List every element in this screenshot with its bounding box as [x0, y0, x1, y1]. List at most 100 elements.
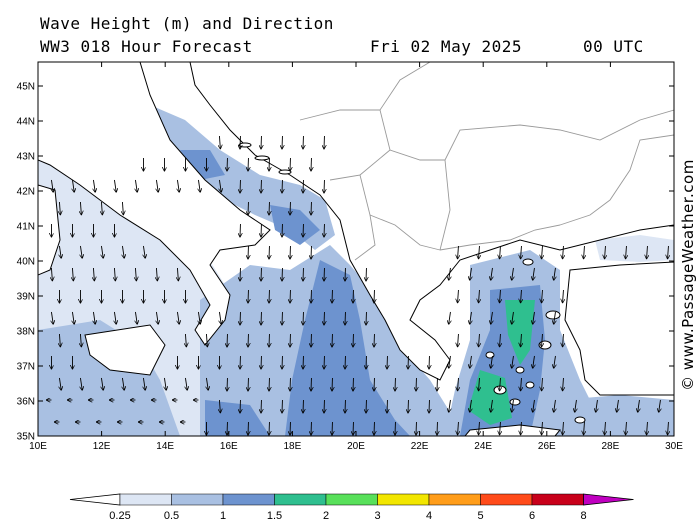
direction-arrow: [135, 311, 137, 324]
wave-band-0.5: [38, 320, 180, 436]
direction-arrow: [114, 311, 116, 324]
direction-arrow: [156, 179, 158, 192]
lat-label: 39N: [17, 292, 35, 303]
direction-arrow: [177, 311, 179, 324]
direction-arrow: [605, 245, 606, 259]
direction-arrow: [626, 245, 627, 259]
direction-arrow: [51, 311, 53, 324]
lon-label: 22E: [411, 441, 429, 452]
direction-arrow: [668, 245, 669, 259]
direction-arrow: [101, 377, 103, 390]
direction-arrow: [51, 179, 53, 192]
direction-arrow: [93, 311, 95, 324]
colorbar-label: 8: [580, 510, 586, 522]
direction-arrow: [554, 267, 556, 280]
direction-arrow: [563, 421, 564, 435]
colorbar-swatch: [531, 493, 584, 506]
lat-label: 38N: [17, 327, 35, 338]
turkey-land: [564, 261, 674, 396]
balkans-land: [189, 62, 674, 381]
colorbar-label: 1: [220, 510, 226, 522]
direction-arrow: [533, 267, 535, 280]
direction-arrow: [647, 245, 648, 259]
crete-land: [464, 424, 561, 436]
direction-arrow: [500, 289, 501, 303]
direction-arrow: [101, 201, 102, 215]
latitude-labels: 45N 44N 43N 42N 41N 40N 39N 38N 37N 36N 35N: [17, 82, 674, 443]
direction-arrow: [93, 267, 94, 281]
direction-arrow: [470, 355, 472, 368]
direction-arrow: [449, 355, 451, 368]
direction-arrow: [479, 421, 480, 435]
direction-arrow: [185, 333, 186, 347]
direction-arrow: [512, 355, 514, 368]
wave-band-1: [180, 150, 225, 180]
colorbar-swatch: [222, 493, 275, 506]
direction-arrow: [101, 245, 103, 258]
direction-arrow: [521, 289, 522, 303]
direction-arrow: [59, 201, 60, 215]
lat-label: 41N: [17, 222, 35, 233]
sicily-land: [84, 324, 166, 376]
direction-arrow: [500, 377, 501, 391]
colorbar-swatch: [480, 493, 533, 506]
direction-arrow: [59, 245, 61, 258]
wave-band-0.5: [560, 395, 674, 436]
direction-arrow: [542, 245, 543, 259]
direction-arrow: [584, 421, 585, 435]
colorbar-label: 1.5: [267, 510, 282, 522]
wave-band-1: [285, 260, 410, 436]
forecast-subtitle: WW3 018 Hour Forecast: [40, 37, 253, 56]
direction-arrow: [458, 289, 459, 303]
colorbar-label: 0.25: [109, 510, 130, 522]
colorbar-min-triangle: [69, 493, 121, 506]
lon-label: 18E: [284, 441, 302, 452]
colorbar-swatch: [171, 493, 224, 506]
direction-arrow: [458, 377, 459, 391]
direction-arrow: [491, 267, 493, 280]
direction-arrow: [512, 399, 514, 412]
direction-arrow: [470, 267, 472, 280]
colorbar-swatch: [377, 493, 430, 506]
direction-arrow: [596, 399, 598, 412]
credit-text: © www.PassageWeather.com: [679, 159, 697, 391]
direction-arrow: [554, 311, 556, 324]
colorbar-label: 6: [529, 510, 535, 522]
direction-arrow: [479, 377, 480, 391]
direction-arrow: [668, 421, 669, 435]
direction-arrow: [521, 245, 522, 259]
direction-arrow: [80, 201, 81, 215]
direction-arrow: [491, 399, 493, 412]
credit-text-container: © www.PassageWeather.com: [678, 150, 698, 400]
direction-arrow: [626, 421, 627, 435]
direction-arrow: [458, 421, 459, 435]
direction-arrow: [458, 333, 459, 347]
direction-arrow: [479, 289, 480, 303]
direction-arrow: [198, 179, 200, 192]
wave-band-0.25: [595, 235, 674, 262]
lon-label: 12E: [93, 441, 111, 452]
direction-arrow: [491, 311, 493, 324]
direction-arrow: [512, 311, 514, 324]
lat-label: 40N: [17, 257, 35, 268]
direction-arrow: [219, 179, 221, 192]
direction-arrow: [500, 245, 501, 259]
direction-arrow: [563, 377, 564, 391]
direction-arrow: [164, 377, 166, 390]
direction-arrow: [135, 179, 137, 192]
country-borders: [299, 62, 674, 261]
direction-arrow: [533, 311, 535, 324]
direction-arrow: [533, 399, 535, 412]
colorbar-max-triangle: [583, 493, 634, 506]
lon-label: 20E: [347, 441, 365, 452]
direction-arrow: [500, 421, 501, 435]
direction-arrow: [491, 355, 493, 368]
colorbar-label: 2: [323, 510, 329, 522]
direction-arrow: [59, 377, 61, 390]
colorbar-swatch: [428, 493, 481, 506]
direction-arrow: [449, 311, 451, 324]
lat-label: 43N: [17, 152, 35, 163]
direction-arrow: [533, 355, 535, 368]
direction-arrow: [51, 267, 52, 281]
